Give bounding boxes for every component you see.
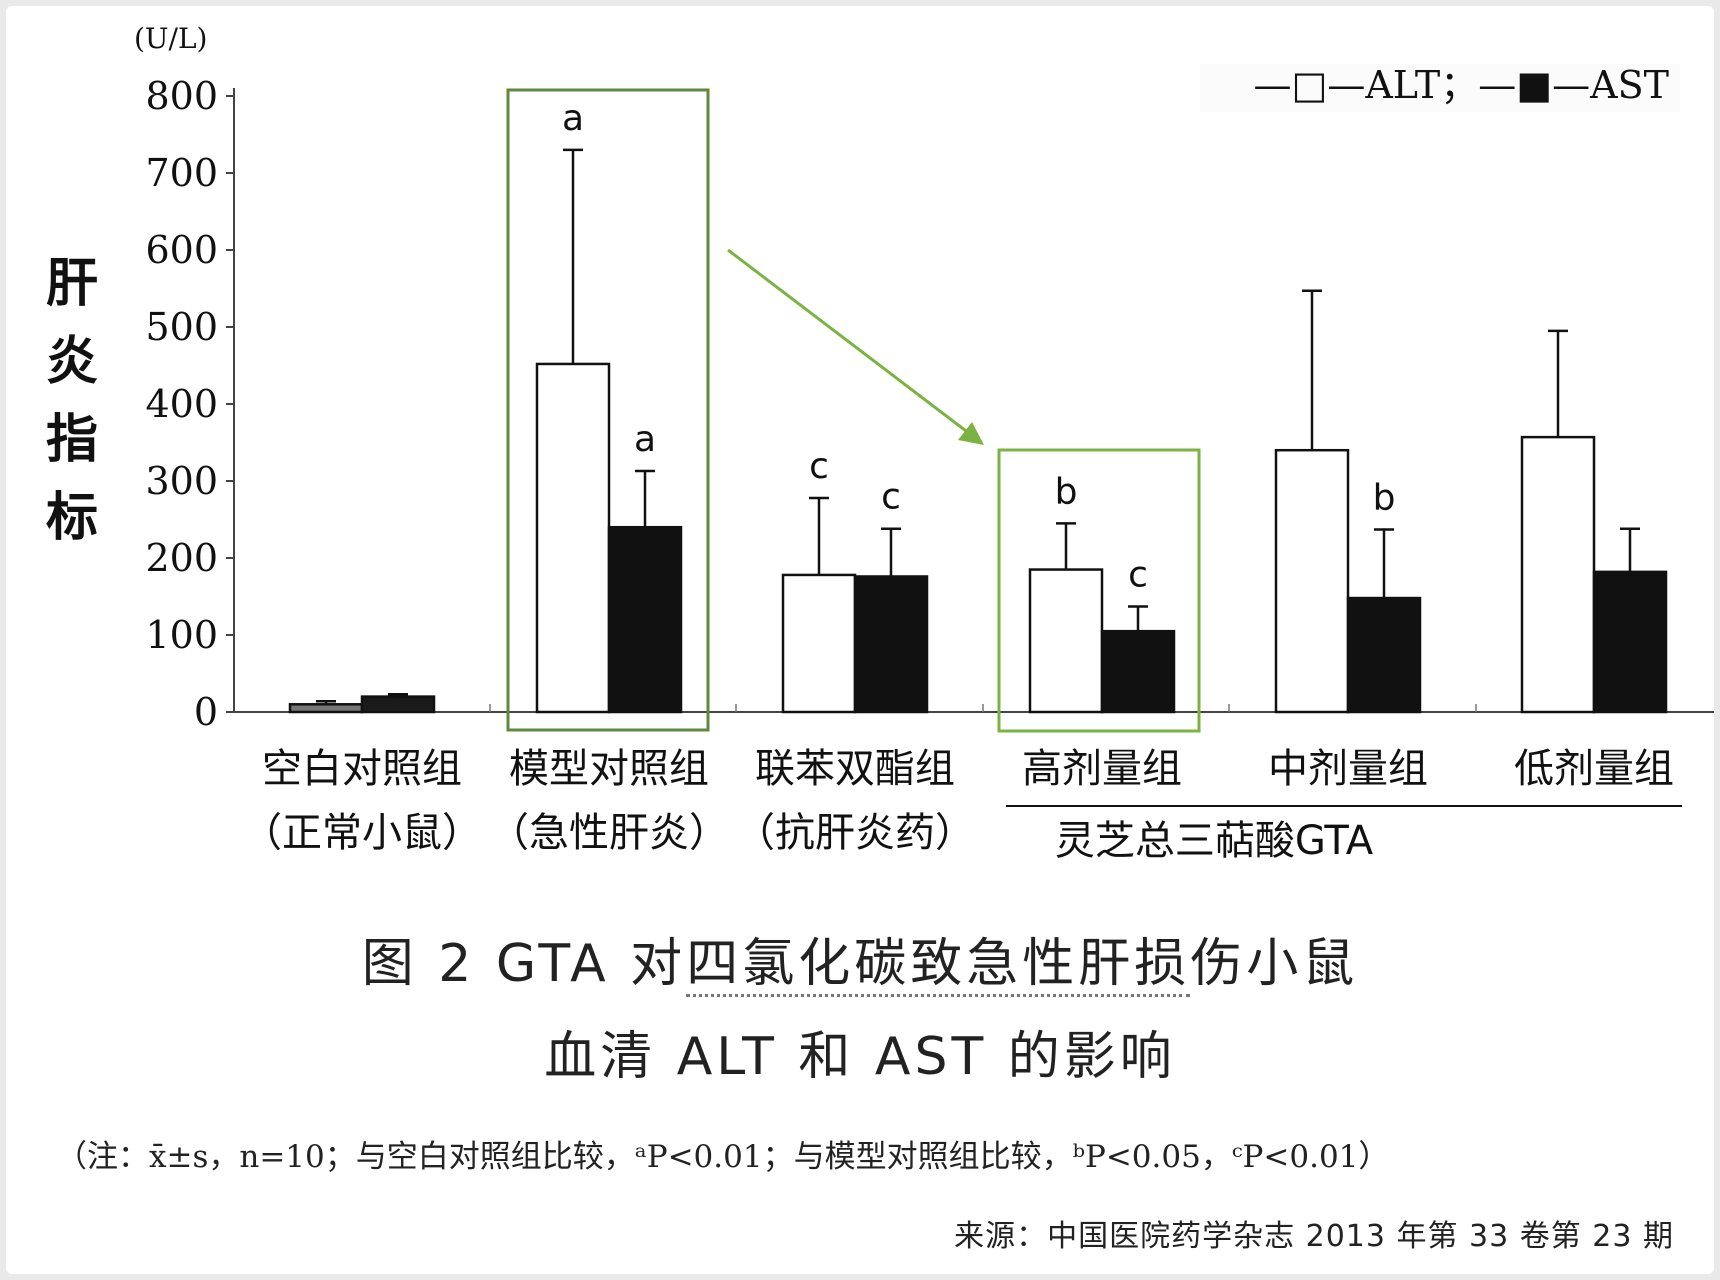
category-label: 低剂量组 xyxy=(1514,746,1674,792)
bar-alt xyxy=(1274,448,1350,714)
caption-line-2: 血清 ALT 和 AST 的影响 xyxy=(544,1027,1176,1087)
y-tick-label: 800 xyxy=(145,74,218,118)
y-axis-label-char: 指 xyxy=(46,410,98,470)
significance-label: c xyxy=(881,477,901,518)
caption-line-1: 图 2 GTA 对四氯化碳致急性肝损伤小鼠 xyxy=(6,921,1714,997)
category-sublabel: （急性肝炎） xyxy=(489,810,729,856)
significance-label: c xyxy=(809,446,829,487)
bar-alt xyxy=(1028,568,1104,714)
y-tick-label: 400 xyxy=(145,382,218,426)
category-label: 模型对照组 xyxy=(509,746,709,792)
caption-underlined-text: 四氯化碳致急性肝损 xyxy=(686,934,1191,997)
figure-caption: 图 2 GTA 对四氯化碳致急性肝损伤小鼠 血清 ALT 和 AST 的影响 xyxy=(6,921,1714,1089)
bar-ast xyxy=(360,695,436,714)
bar-alt xyxy=(535,362,611,714)
category-sublabel: （抗肝炎药） xyxy=(735,810,975,856)
category-label: 中剂量组 xyxy=(1268,746,1428,792)
category-label: 空白对照组 xyxy=(262,746,462,792)
bar-ast xyxy=(1346,596,1422,714)
category-label: 联苯双酯组 xyxy=(755,746,955,792)
significance-label: b xyxy=(1373,478,1396,519)
legend-background xyxy=(1200,64,1680,112)
category-label: 高剂量组 xyxy=(1022,746,1182,792)
y-tick-label: 600 xyxy=(145,228,218,272)
significance-label: a xyxy=(634,419,656,460)
y-tick-label: 300 xyxy=(145,459,218,503)
bar-alt xyxy=(288,703,364,714)
bars xyxy=(288,148,1668,714)
arrow-line xyxy=(727,248,971,436)
legend: —□—ALT；—■—AST xyxy=(1253,63,1669,107)
bar-alt xyxy=(1520,435,1596,714)
y-tick-label: 100 xyxy=(145,613,218,657)
figure-panel: 0 100 200 300 400 500 600 700 800 肝炎指标 a c b a c c b 空白对照… xyxy=(6,6,1714,1274)
caption-prefix: 图 2 GTA 对 xyxy=(361,934,687,994)
bar-ast xyxy=(1100,629,1176,714)
y-unit-label: (U/L) xyxy=(134,22,207,55)
y-tick-label: 0 xyxy=(194,690,218,734)
highlight-box-model xyxy=(506,88,710,732)
significance-label: c xyxy=(1128,555,1148,596)
group-label: 灵芝总三萜酸GTA xyxy=(1055,818,1374,864)
y-tick-label: 500 xyxy=(145,305,218,349)
arrow-head xyxy=(958,422,984,445)
bar-ast xyxy=(1592,570,1668,714)
source-citation: 来源：中国医院药学杂志 2013 年第 33 卷第 23 期 xyxy=(954,1219,1674,1254)
y-axis-label-char: 标 xyxy=(46,488,98,548)
bar-ast xyxy=(607,525,683,714)
statistics-note: （注：x̄±s，n=10；与空白对照组比较，ᵃP<0.01；与模型对照组比较，ᵇ… xyxy=(56,1139,1390,1175)
bar-alt xyxy=(781,573,857,714)
significance-label: a xyxy=(562,98,584,139)
significance-label: b xyxy=(1055,471,1078,512)
y-axis-label-char: 炎 xyxy=(46,332,98,392)
axes xyxy=(226,64,1714,713)
y-tick-label: 200 xyxy=(145,536,218,580)
bar-ast xyxy=(853,575,929,714)
y-tick-label: 700 xyxy=(145,151,218,195)
caption-suffix: 伤小鼠 xyxy=(1190,934,1359,994)
y-axis-label-char: 肝 xyxy=(46,254,98,314)
category-sublabel: （正常小鼠） xyxy=(242,810,482,856)
highlight-box-high-dose xyxy=(997,448,1201,733)
